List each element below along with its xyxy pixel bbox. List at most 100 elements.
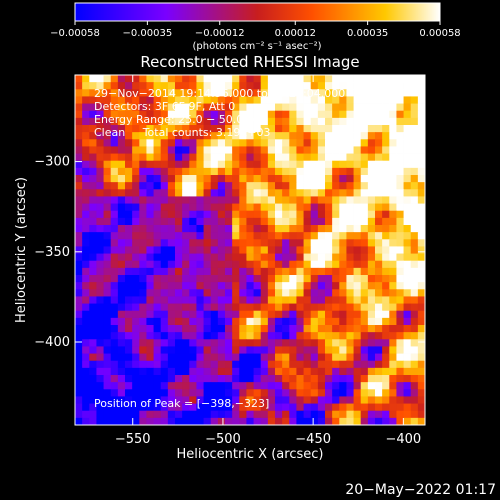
heatmap-cell (125, 225, 133, 233)
heatmap-cell (403, 303, 412, 312)
heatmap-cell (253, 260, 262, 269)
heatmap-cell (110, 96, 119, 104)
heatmap-cell (389, 375, 397, 383)
x-axis-label: Heliocentric X (arcsec) (177, 447, 324, 462)
heatmap-cell (275, 82, 283, 90)
heatmap-cell (296, 153, 304, 162)
heatmap-cell (217, 382, 226, 390)
heatmap-cell (275, 396, 283, 404)
heatmap-cell (132, 360, 140, 369)
heatmap-cell (325, 353, 333, 362)
heatmap-cell (410, 389, 419, 397)
heatmap-cell (203, 175, 212, 183)
heatmap-cell (189, 146, 197, 154)
colorbar-tick-label: 0.00058 (419, 28, 460, 39)
heatmap-cell (189, 246, 197, 254)
heatmap-cell (417, 225, 426, 233)
heatmap-cell (225, 332, 233, 340)
heatmap-cell (253, 282, 262, 290)
heatmap-cell (189, 139, 197, 147)
heatmap-cell (75, 382, 83, 390)
heatmap-cell (132, 246, 140, 254)
heatmap-cell (217, 225, 226, 233)
heatmap-cell (282, 232, 290, 240)
heatmap-cell (382, 89, 390, 97)
heatmap-cell (382, 253, 390, 262)
heatmap-cell (110, 332, 119, 340)
heatmap-cell (203, 210, 212, 219)
heatmap-cell (189, 296, 197, 304)
heatmap-cell (360, 103, 369, 112)
heatmap-cell (82, 367, 90, 376)
heatmap-cell (289, 389, 297, 397)
heatmap-cell (382, 389, 390, 397)
heatmap-cell (89, 346, 97, 354)
heatmap-cell (110, 239, 119, 247)
heatmap-cell (196, 117, 204, 126)
heatmap-cell (217, 160, 226, 169)
heatmap-cell (346, 267, 354, 276)
heatmap-cell (189, 182, 197, 190)
heatmap-cell (160, 117, 169, 126)
heatmap-cell (125, 360, 133, 369)
heatmap-cell (417, 146, 426, 154)
heatmap-cell (289, 325, 297, 333)
heatmap-cell (303, 289, 312, 297)
heatmap-cell (175, 117, 183, 126)
heatmap-cell (317, 203, 326, 212)
heatmap-cell (410, 75, 419, 83)
heatmap-cell (160, 232, 169, 240)
heatmap-cell (146, 232, 154, 240)
heatmap-cell (417, 260, 426, 269)
heatmap-cell (196, 389, 204, 397)
heatmap-cell (160, 267, 169, 276)
heatmap-cell (346, 367, 354, 376)
heatmap-cell (175, 332, 183, 340)
heatmap-cell (189, 403, 197, 412)
heatmap-cell (346, 275, 354, 283)
heatmap-cell (217, 146, 226, 154)
heatmap-cell (217, 303, 226, 312)
heatmap-cell (360, 196, 369, 204)
heatmap-cell (75, 246, 83, 254)
heatmap-cell (232, 410, 240, 419)
heatmap-cell (160, 203, 169, 212)
heatmap-cell (275, 103, 283, 112)
heatmap-cell (196, 139, 204, 147)
heatmap-cell (210, 103, 219, 112)
heatmap-cell (310, 339, 319, 347)
heatmap-cell (410, 346, 419, 354)
heatmap-cell (317, 303, 326, 312)
heatmap-cell (75, 253, 83, 262)
heatmap-cell (239, 89, 247, 97)
heatmap-cell (296, 303, 304, 312)
heatmap-cell (225, 346, 233, 354)
heatmap-cell (332, 103, 340, 112)
heatmap-cell (396, 139, 404, 147)
heatmap-cell (96, 139, 104, 147)
heatmap-cell (110, 167, 119, 176)
heatmap-cell (403, 217, 412, 226)
heatmap-cell (210, 260, 219, 269)
heatmap-cell (132, 260, 140, 269)
heatmap-cell (260, 310, 269, 319)
heatmap-cell (210, 225, 219, 233)
heatmap-cell (175, 275, 183, 283)
heatmap-cell (282, 189, 290, 197)
heatmap-cell (382, 267, 390, 276)
heatmap-cell (232, 182, 240, 190)
heatmap-cell (232, 175, 240, 183)
heatmap-cell (339, 289, 347, 297)
annotation-energy-range: Energy Range: 25.0 − 50.0 keV (94, 113, 268, 126)
heatmap-cell (196, 367, 204, 376)
heatmap-cell (196, 89, 204, 97)
heatmap-cell (125, 132, 133, 140)
heatmap-cell (260, 153, 269, 162)
heatmap-cell (303, 296, 312, 304)
heatmap-cell (246, 139, 254, 147)
heatmap-cell (103, 360, 112, 369)
heatmap-cell (325, 360, 333, 369)
heatmap-cell (196, 353, 204, 362)
heatmap-cell (225, 339, 233, 347)
heatmap-cell (389, 160, 397, 169)
